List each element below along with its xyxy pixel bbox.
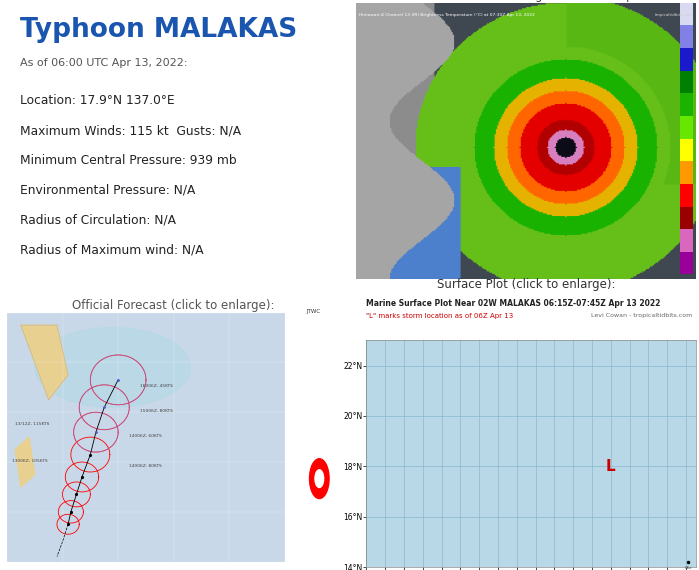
Bar	[680, 26, 693, 48]
Bar	[680, 161, 693, 184]
Text: Levi Cowan - tropicaltidbits.com: Levi Cowan - tropicaltidbits.com	[591, 313, 692, 317]
Bar	[680, 139, 693, 161]
Text: Typhoon MALAKAS: Typhoon MALAKAS	[20, 17, 298, 43]
Text: Marine Surface Plot Near 02W MALAKAS 06:15Z-07:45Z Apr 13 2022: Marine Surface Plot Near 02W MALAKAS 06:…	[366, 299, 661, 308]
Title: Infrared Satellite Image (click for loop):: Infrared Satellite Image (click for loop…	[410, 0, 642, 2]
Bar	[680, 206, 693, 229]
Text: Location: 17.9°N 137.0°E: Location: 17.9°N 137.0°E	[20, 94, 175, 107]
Bar	[680, 71, 693, 93]
Text: Minimum Central Pressure: 939 mb: Minimum Central Pressure: 939 mb	[20, 154, 237, 167]
Bar	[680, 184, 693, 206]
Text: "L" marks storm location as of 06Z Apr 13: "L" marks storm location as of 06Z Apr 1…	[366, 313, 514, 319]
Text: Environmental Pressure: N/A: Environmental Pressure: N/A	[20, 184, 196, 197]
Bar	[680, 116, 693, 139]
Bar	[680, 252, 693, 274]
Text: Radius of Circulation: N/A: Radius of Circulation: N/A	[20, 214, 176, 227]
Text: Official Forecast (click to enlarge):: Official Forecast (click to enlarge):	[72, 299, 274, 312]
Bar	[680, 93, 693, 116]
Text: Radius of Maximum wind: N/A: Radius of Maximum wind: N/A	[20, 243, 204, 256]
Bar	[680, 229, 693, 252]
Text: Maximum Winds: 115 kt  Gusts: N/A: Maximum Winds: 115 kt Gusts: N/A	[20, 124, 242, 137]
Title: Surface Plot (click to enlarge):: Surface Plot (click to enlarge):	[437, 278, 615, 291]
Bar	[680, 3, 693, 26]
Bar	[680, 48, 693, 71]
Text: Himawari-8 Channel 13 (IR) Brightness Temperature (°C) at 07:30Z Apr 13, 2022: Himawari-8 Channel 13 (IR) Brightness Te…	[359, 13, 535, 17]
Text: As of 06:00 UTC Apr 13, 2022:: As of 06:00 UTC Apr 13, 2022:	[20, 58, 188, 68]
Text: tropicaltidbits.com: tropicaltidbits.com	[654, 13, 693, 17]
